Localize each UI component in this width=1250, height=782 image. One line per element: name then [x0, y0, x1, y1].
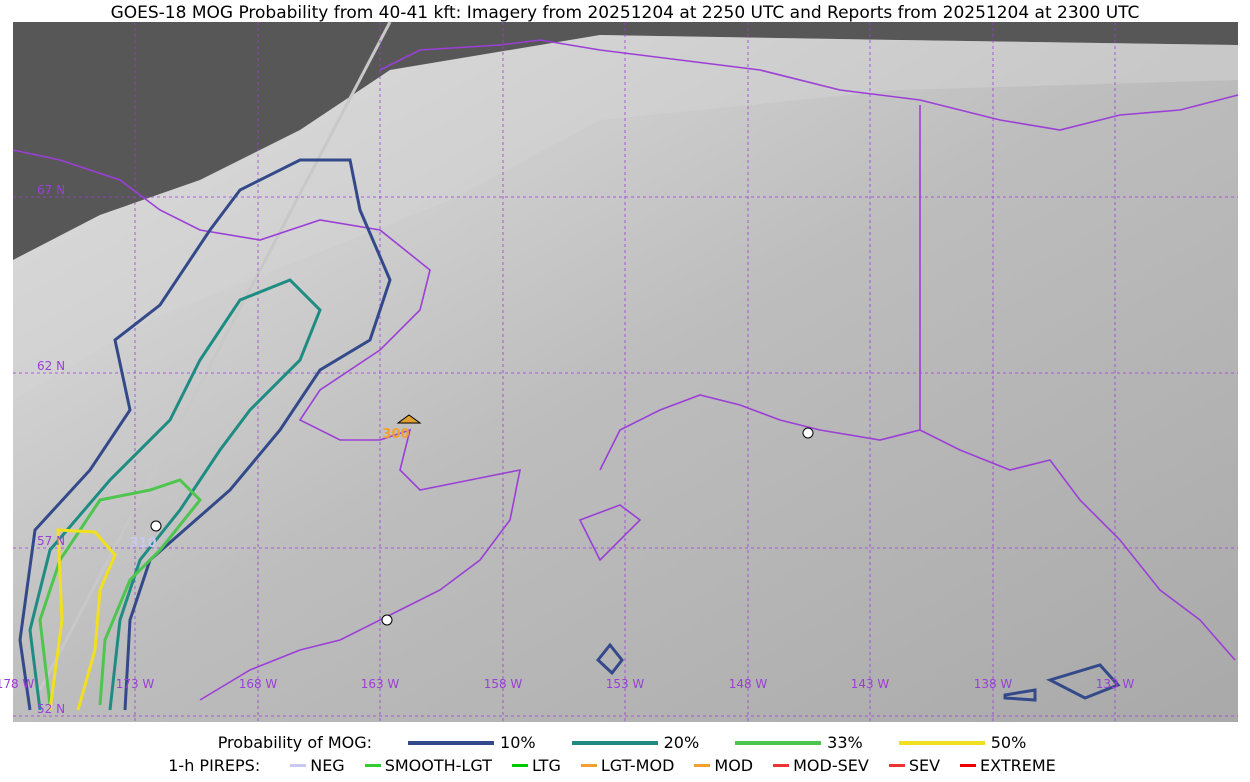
lon-label: 138 W — [974, 677, 1013, 691]
lon-label: 163 W — [361, 677, 400, 691]
legend-swatch — [408, 740, 495, 745]
pirep-symbols: 300 310 — [129, 414, 814, 626]
lon-label: 133 W — [1096, 677, 1135, 691]
lat-label: 67 N — [37, 183, 65, 197]
contour-50 — [48, 528, 117, 711]
lon-label: 178 W — [0, 677, 34, 691]
mog-contours — [18, 158, 1121, 711]
lat-label: 62 N — [37, 359, 65, 373]
report-label: 300 — [382, 427, 409, 442]
pirep-lgt-mod — [396, 414, 422, 424]
map: 300 310 67 N 62 N 57 N 52 N178 W 173 W 168 W 1… — [0, 21, 1239, 722]
lon-label: 168 W — [239, 677, 278, 691]
lat-label: 52 N — [37, 702, 65, 716]
contour-10 — [595, 642, 624, 676]
lon-label: 173 W — [116, 677, 155, 691]
pirep-item: SMOOTH-LGT — [364, 756, 498, 775]
report-label: 310 — [129, 536, 156, 551]
pirep-legend: 1-h PIREPS: NEG SMOOTH-LGT LTG LGT-MOD MOD MO… — [0, 756, 1250, 775]
pirep-item: SEV — [888, 756, 946, 775]
lon-label: 158 W — [484, 677, 523, 691]
pirep-label: MOD — [714, 756, 754, 775]
legend-swatch — [571, 740, 658, 745]
pirep-label: SEV — [908, 756, 941, 775]
contour-10 — [1003, 663, 1121, 702]
title: GOES-18 MOG Probability from 40-41 kft: … — [110, 3, 1140, 23]
legend-label: 33% — [827, 733, 863, 752]
pirep-icon — [888, 764, 905, 767]
pirep-icon — [580, 764, 597, 767]
pirep-item: MOD-SEV — [773, 756, 875, 775]
legend-swatch — [898, 740, 985, 745]
legend-label: 50% — [990, 733, 1027, 752]
legend-title: Probability of MOG: — [217, 733, 373, 752]
pirep-label: LTG — [531, 756, 561, 775]
legend-title: 1-h PIREPS: — [168, 756, 261, 775]
coastline — [578, 504, 642, 562]
pirep-item: LTG — [511, 756, 567, 775]
contour-20 — [28, 278, 322, 711]
swath-edge — [38, 21, 392, 691]
lat-label: 57 N — [37, 534, 65, 548]
pirep-items: NEG SMOOTH-LGT LTG LGT-MOD MOD MOD-SEV SEV EXTR… — [290, 756, 1076, 775]
pirep-item: LGT-MOD — [580, 756, 681, 775]
legend-label: 20% — [663, 733, 700, 752]
pirep-icon — [290, 764, 307, 767]
pirep-label: MOD-SEV — [793, 756, 869, 775]
pirep-label: NEG — [310, 756, 345, 775]
cloud-band — [13, 35, 1238, 400]
no-data-region — [13, 22, 1238, 260]
pirep-icon — [511, 764, 528, 767]
coastline — [12, 149, 522, 701]
pirep-icon — [773, 764, 790, 767]
legend-label: 10% — [500, 733, 536, 752]
pirep-label: EXTREME — [980, 756, 1056, 775]
pirep-icon — [364, 764, 381, 767]
lon-label: 143 W — [851, 677, 890, 691]
coastline — [379, 39, 1239, 131]
probability-legend: Probability of MOG: 10% 20% 33% 50% — [0, 733, 1250, 752]
lon-label: 148 W — [729, 677, 768, 691]
pirep-icon — [694, 764, 711, 767]
pirep-item: MOD — [694, 756, 759, 775]
pirep-neg — [381, 614, 393, 626]
graticule-labels: 67 N 62 N 57 N 52 N178 W 173 W 168 W 163 W 158 … — [0, 183, 1134, 716]
contour-33 — [38, 478, 203, 706]
pirep-icon — [960, 764, 977, 767]
pirep-neg — [802, 427, 814, 439]
contour-10 — [18, 158, 392, 711]
pirep-item: EXTREME — [960, 756, 1062, 775]
pirep-label: LGT-MOD — [600, 756, 675, 775]
pirep-label: SMOOTH-LGT — [384, 756, 492, 775]
legend-swatch — [735, 740, 822, 745]
pirep-neg — [150, 520, 162, 532]
lon-label: 153 W — [606, 677, 645, 691]
pirep-item: NEG — [290, 756, 350, 775]
coastlines — [12, 39, 1239, 701]
